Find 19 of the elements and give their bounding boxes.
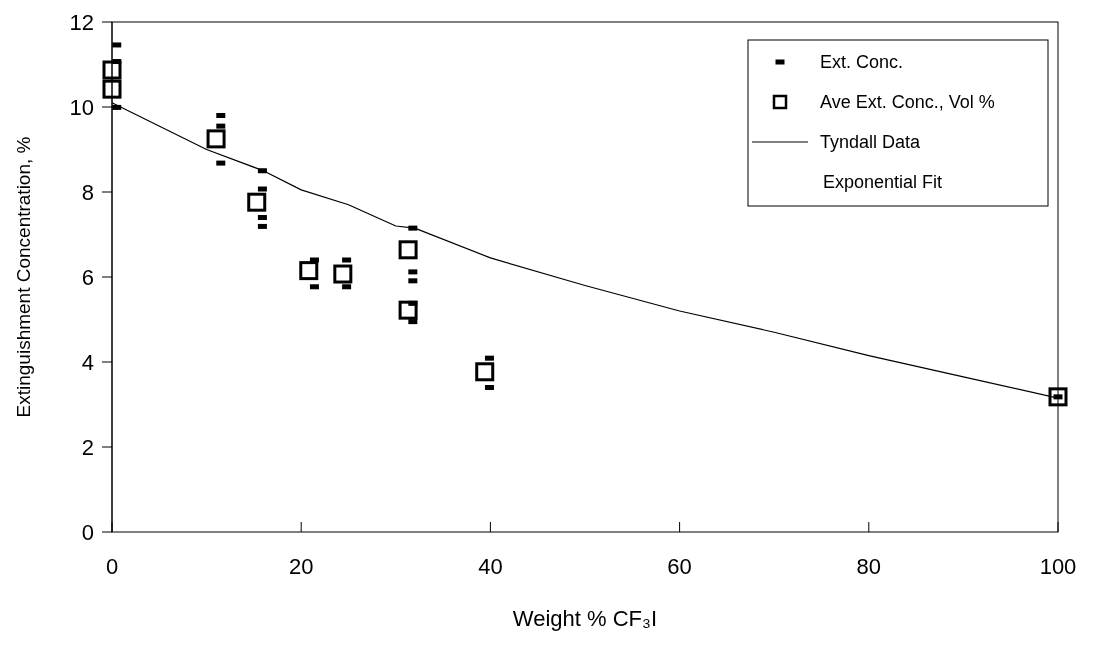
annotation: Exponential Fit [823,172,943,193]
y-tick-label: 12 [69,9,94,35]
x-tick-label: 80 [856,554,882,579]
x-tick-label: 40 [478,554,503,579]
y-tick-label: 2 [81,434,94,460]
y-axis-title: Extinguishment Concentration, % [13,136,34,418]
y-tick-label: 6 [81,264,94,290]
legend-label: Tyndall Data [820,132,922,153]
x-tick-label: 100 [1039,554,1077,579]
y-tick-label: 10 [69,94,94,120]
legend-label: Ave Ext. Conc., Vol % [820,92,995,113]
legend-label: Ext. Conc. [820,52,904,73]
y-tick-label: 8 [81,179,94,205]
x-tick-label: 0 [105,554,119,579]
y-tick-label: 4 [81,349,94,375]
y-tick-label: 0 [81,519,94,545]
x-tick-label: 60 [667,554,692,579]
x-tick-label: 20 [288,554,314,579]
x-axis-title: Weight % CF₃I [512,606,658,631]
